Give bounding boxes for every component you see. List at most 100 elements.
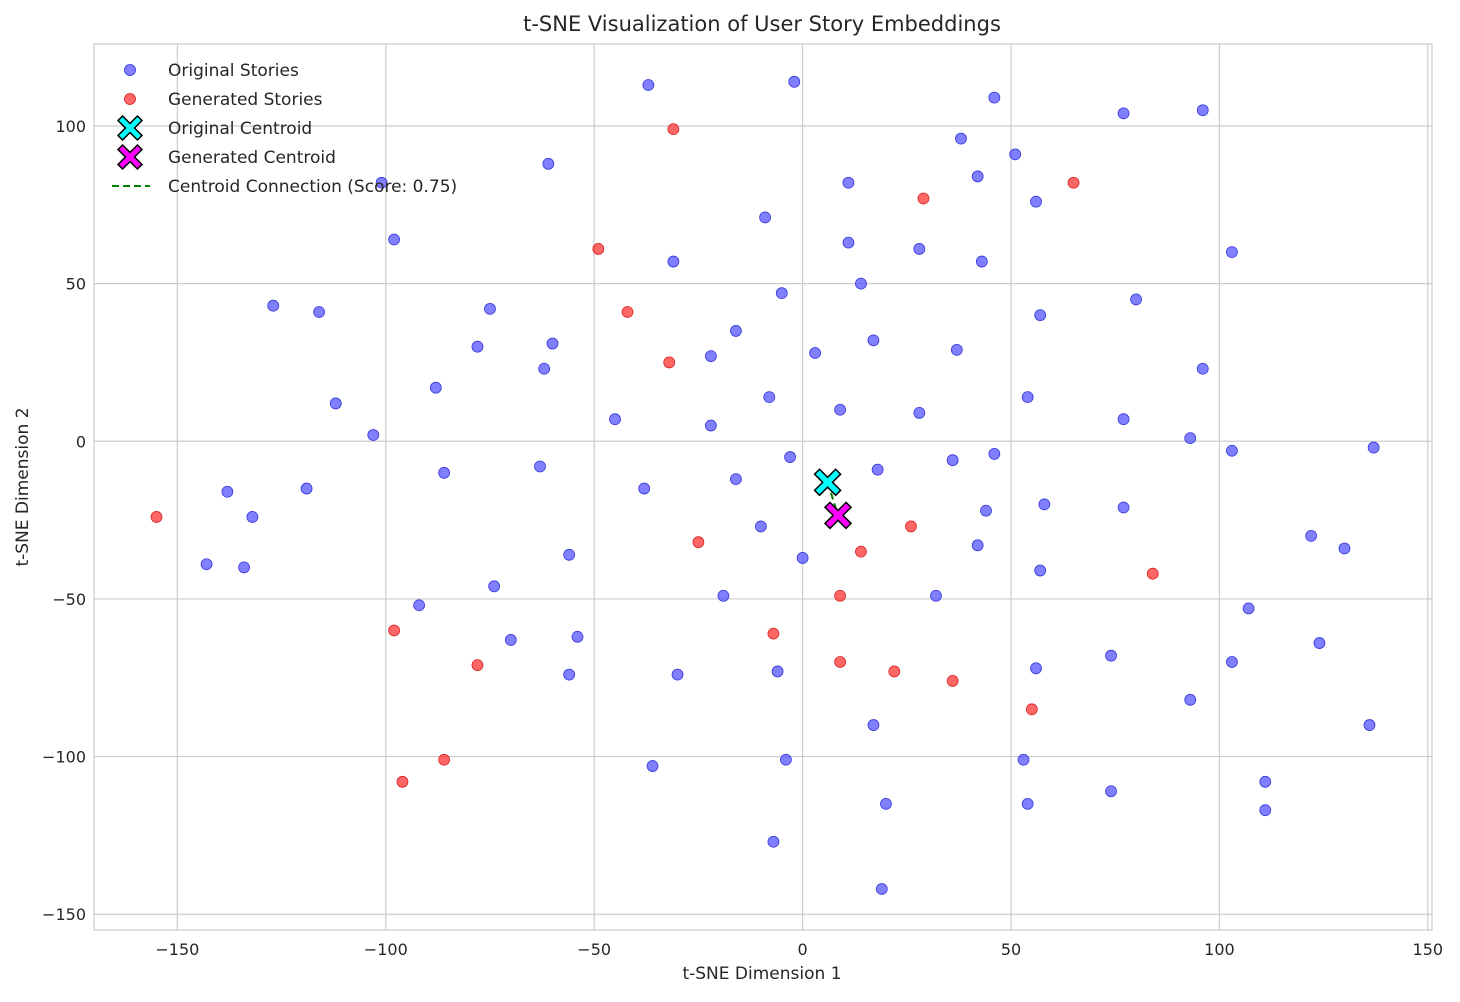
original-story-point	[1196, 362, 1209, 375]
generated-story-point	[834, 656, 847, 668]
original-story-point	[1117, 107, 1130, 120]
original-story-point	[1130, 293, 1142, 306]
original-story-point	[980, 504, 992, 517]
generated-story-point	[1067, 176, 1080, 189]
original-story-point	[609, 413, 621, 426]
original-story-point	[200, 558, 213, 571]
axis-ticks: −150 −100 −50 0 50 100 150 −150 −100 −50 0 50 100	[42, 117, 1443, 959]
generated-story-point	[917, 192, 930, 205]
generated-story-point	[150, 511, 163, 523]
legend: Original Stories Generated Stories Origina…	[112, 61, 457, 197]
original-story-point	[950, 343, 963, 356]
original-story-point	[1196, 104, 1209, 117]
original-story-point	[1184, 693, 1197, 706]
y-tick-label: −150	[42, 905, 86, 924]
generated-story-point	[396, 775, 409, 788]
generated-story-point	[834, 589, 847, 602]
generated-story-point	[767, 627, 780, 640]
legend-original-stories-label: Original Stories	[168, 61, 299, 81]
legend-original-stories-marker	[124, 64, 136, 76]
original-story-point	[471, 340, 484, 353]
original-story-point	[329, 397, 342, 410]
original-story-point	[1117, 413, 1130, 426]
original-story-point	[784, 451, 796, 463]
original-story-point	[730, 325, 742, 337]
y-tick-label: 50	[66, 275, 86, 294]
original-story-point	[704, 350, 717, 363]
generated-story-point	[592, 243, 605, 255]
original-story-point	[375, 176, 388, 189]
original-story-point	[834, 403, 847, 416]
centroid-markers	[813, 468, 853, 530]
original-story-point	[642, 79, 655, 91]
original-story-point	[1105, 785, 1117, 798]
original-story-point	[842, 236, 855, 249]
x-tick-label: 50	[1001, 940, 1021, 959]
original-story-point	[763, 391, 776, 404]
chart-title: t-SNE Visualization of User Story Embedd…	[523, 12, 1001, 36]
original-story-point	[1259, 804, 1272, 817]
original-story-point	[504, 634, 517, 646]
original-story-point	[1009, 148, 1022, 161]
generated-story-point	[667, 123, 680, 136]
original-story-point	[867, 334, 880, 347]
generated-centroid-marker	[823, 501, 853, 530]
x-tick-label: −50	[577, 940, 611, 959]
original-story-point	[875, 883, 888, 895]
original-story-point	[571, 630, 584, 643]
plot-frame	[93, 43, 1433, 931]
original-story-point	[946, 454, 959, 467]
original-story-point	[1226, 656, 1238, 668]
original-story-point	[1017, 753, 1030, 766]
original-story-point	[1226, 246, 1238, 258]
original-story-point	[780, 753, 792, 766]
generated-story-point	[1146, 567, 1159, 580]
original-story-point	[988, 91, 1001, 104]
original-story-point	[1338, 542, 1351, 555]
original-story-point	[855, 277, 867, 290]
original-story-point	[788, 75, 801, 88]
x-tick-label: −100	[364, 940, 408, 959]
original-story-point	[1038, 498, 1051, 511]
original-story-point	[488, 580, 501, 593]
generated-story-point	[621, 306, 634, 318]
legend-generated-centroid-label: Generated Centroid	[168, 148, 336, 168]
original-story-point	[871, 463, 884, 476]
y-tick-label: 0	[76, 432, 86, 451]
generated-story-point	[855, 545, 867, 558]
original-story-point	[221, 485, 234, 498]
original-story-point	[1259, 775, 1272, 788]
original-story-point	[1242, 602, 1255, 615]
original-story-point	[880, 797, 892, 810]
generated-story-point	[946, 675, 959, 687]
legend-generated-stories-marker	[124, 93, 136, 105]
original-story-point	[1034, 564, 1047, 577]
original-story-point	[1021, 391, 1034, 404]
x-axis-label: t-SNE Dimension 1	[682, 964, 841, 984]
original-story-point	[1363, 719, 1376, 731]
generated-story-point	[663, 356, 676, 369]
x-tick-label: −150	[155, 940, 199, 959]
generated-story-point	[471, 659, 484, 672]
generated-story-point	[388, 624, 401, 637]
original-story-point	[971, 539, 984, 552]
y-tick-label: 100	[55, 117, 86, 136]
original-story-point	[638, 482, 651, 495]
original-story-point	[975, 255, 988, 268]
original-story-point	[971, 170, 984, 183]
original-story-point	[1226, 444, 1238, 457]
legend-original-centroid-label: Original Centroid	[168, 119, 312, 139]
original-story-point	[429, 381, 442, 394]
original-story-point	[767, 835, 780, 848]
y-tick-label: −100	[42, 748, 86, 767]
original-story-point	[667, 255, 680, 268]
original-story-point	[534, 460, 546, 473]
legend-generated-stories-label: Generated Stories	[168, 90, 323, 110]
original-story-point	[246, 511, 259, 523]
original-story-point	[1030, 195, 1042, 208]
original-story-point	[438, 466, 451, 479]
y-axis-label: t-SNE Dimension 2	[13, 407, 33, 566]
original-story-point	[1034, 309, 1047, 322]
